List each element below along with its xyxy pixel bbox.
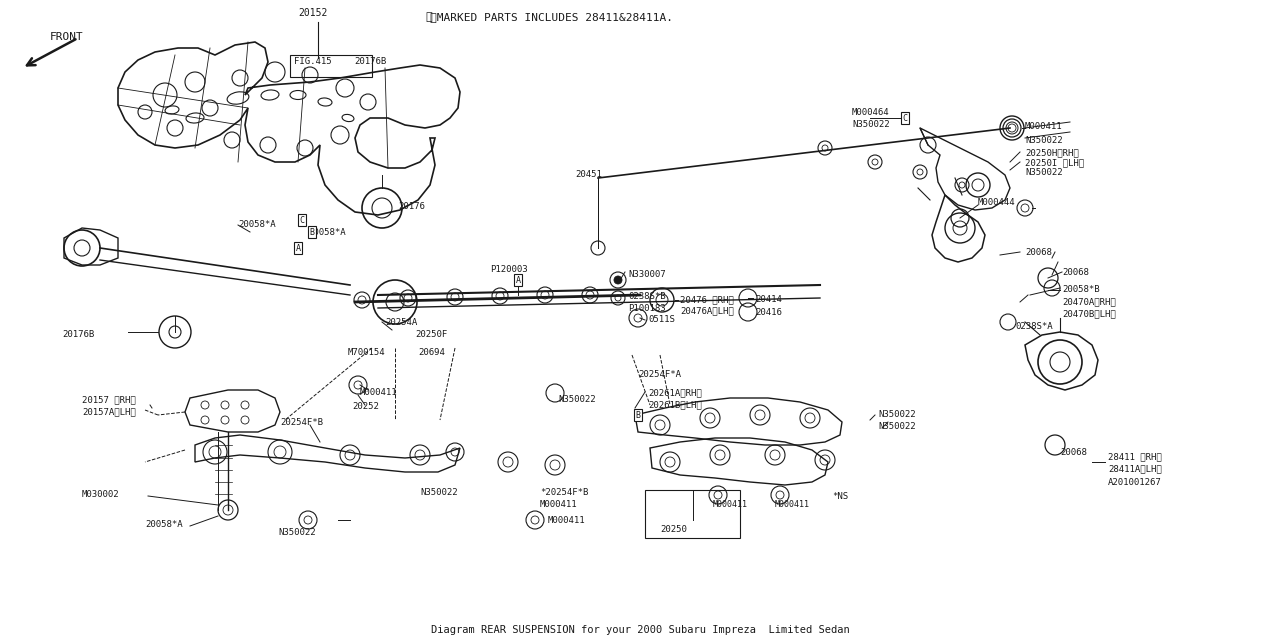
Text: M700154: M700154 — [348, 348, 385, 357]
Text: M000444: M000444 — [978, 198, 1015, 207]
Text: N350022: N350022 — [278, 528, 316, 537]
Text: N350022: N350022 — [420, 488, 458, 497]
Text: 20176B: 20176B — [355, 57, 387, 66]
Bar — [291, 55, 372, 77]
Text: 20476A〈LH〉: 20476A〈LH〉 — [680, 306, 733, 315]
Text: 20068: 20068 — [1025, 248, 1052, 257]
Text: 20068: 20068 — [1060, 448, 1087, 457]
Text: 20250F: 20250F — [415, 330, 447, 339]
Text: N350022: N350022 — [878, 422, 915, 431]
Text: 20261B〈LH〉: 20261B〈LH〉 — [648, 400, 701, 409]
Text: N350022: N350022 — [558, 395, 595, 404]
Text: 20152: 20152 — [298, 8, 328, 18]
Text: 20250I 〈LH〉: 20250I 〈LH〉 — [1025, 158, 1084, 167]
Text: 20470A〈RH〉: 20470A〈RH〉 — [1062, 297, 1116, 306]
Text: 28411 〈RH〉: 28411 〈RH〉 — [1108, 452, 1162, 461]
Text: 20250: 20250 — [660, 525, 687, 534]
Text: N350022: N350022 — [1025, 168, 1062, 177]
Text: 28411A〈LH〉: 28411A〈LH〉 — [1108, 464, 1162, 473]
Text: 0238S*B: 0238S*B — [628, 292, 666, 301]
Text: M000411: M000411 — [1025, 122, 1062, 131]
Text: 20157A〈LH〉: 20157A〈LH〉 — [82, 407, 136, 416]
Text: 20694: 20694 — [419, 348, 445, 357]
Text: P100183: P100183 — [628, 304, 666, 313]
Text: 20058*A: 20058*A — [145, 520, 183, 529]
Text: M000464: M000464 — [852, 108, 890, 117]
Text: P120003: P120003 — [490, 265, 527, 274]
Text: 0511S: 0511S — [648, 315, 675, 324]
Text: 20451: 20451 — [575, 170, 602, 179]
Text: 0238S*A: 0238S*A — [1015, 322, 1052, 331]
Text: 20176: 20176 — [398, 202, 425, 211]
Text: N350022: N350022 — [1025, 136, 1062, 145]
Text: 20261A〈RH〉: 20261A〈RH〉 — [648, 388, 701, 397]
Text: C: C — [902, 113, 908, 122]
Text: 20157 〈RH〉: 20157 〈RH〉 — [82, 395, 136, 404]
Text: 20254A: 20254A — [385, 318, 417, 327]
Text: M000411: M000411 — [540, 500, 577, 509]
Text: A201001267: A201001267 — [1108, 478, 1162, 487]
Text: N330007: N330007 — [628, 270, 666, 279]
Text: 20414: 20414 — [755, 295, 782, 304]
Text: M000411: M000411 — [713, 500, 748, 509]
Text: *NS: *NS — [832, 492, 849, 501]
Text: A: A — [296, 243, 301, 253]
Text: 20476 〈RH〉: 20476 〈RH〉 — [680, 295, 733, 304]
Text: *20254F*B: *20254F*B — [540, 488, 589, 497]
Text: 20252: 20252 — [352, 402, 379, 411]
Text: 20254F*A: 20254F*A — [637, 370, 681, 379]
Text: C: C — [300, 216, 305, 225]
Text: 20068: 20068 — [1062, 268, 1089, 277]
Text: M000411: M000411 — [360, 388, 398, 397]
Text: Diagram REAR SUSPENSION for your 2000 Subaru Impreza  Limited Sedan: Diagram REAR SUSPENSION for your 2000 Su… — [430, 625, 850, 635]
Text: B: B — [635, 410, 640, 419]
Text: A: A — [516, 275, 521, 285]
Text: 20470B〈LH〉: 20470B〈LH〉 — [1062, 309, 1116, 318]
Text: M000411: M000411 — [548, 516, 586, 525]
Text: 20416: 20416 — [755, 308, 782, 317]
Text: 20176B: 20176B — [61, 330, 95, 339]
Bar — [645, 490, 740, 538]
Text: 20058*A: 20058*A — [308, 228, 346, 237]
Text: ※: ※ — [425, 12, 431, 22]
Text: 20058*A: 20058*A — [238, 220, 275, 229]
Text: 20250H〈RH〉: 20250H〈RH〉 — [1025, 148, 1079, 157]
Text: N350022: N350022 — [878, 410, 915, 419]
Circle shape — [614, 276, 622, 284]
Text: N350022: N350022 — [852, 120, 890, 129]
Text: FIG.415: FIG.415 — [294, 57, 332, 66]
Text: 20254F*B: 20254F*B — [280, 418, 323, 427]
Text: M000411: M000411 — [774, 500, 810, 509]
Text: M030002: M030002 — [82, 490, 119, 499]
Text: ※MARKED PARTS INCLUDES 28411&28411A.: ※MARKED PARTS INCLUDES 28411&28411A. — [430, 12, 673, 22]
Text: FRONT: FRONT — [50, 32, 83, 42]
Text: B: B — [310, 227, 315, 237]
Text: 20058*B: 20058*B — [1062, 285, 1100, 294]
